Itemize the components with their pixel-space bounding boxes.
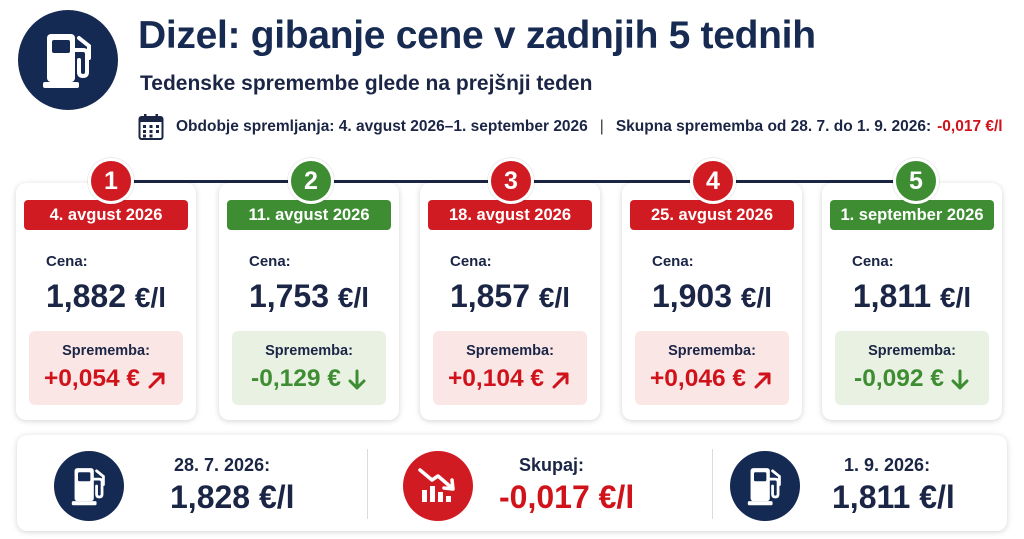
page-title: Dizel: gibanje cene v zadnjih 5 tednih xyxy=(138,14,816,57)
price-label: Cena: xyxy=(450,253,492,270)
arrow-up-right-icon xyxy=(754,372,771,389)
week-change: +0,104 € xyxy=(433,365,587,393)
change-box: Sprememba: +0,046 € xyxy=(635,331,789,405)
start-date-label: 28. 7. 2026: xyxy=(174,455,271,475)
change-label: Sprememba: xyxy=(62,343,150,359)
week-number-badge: 2 xyxy=(288,158,334,204)
summary-divider xyxy=(712,449,713,519)
period-line: Obdobje spremljanja: 4. avgust 2026–1. s… xyxy=(138,112,1003,142)
period-label: Obdobje spremljanja: 4. avgust 2026–1. s… xyxy=(176,118,588,135)
week-date: 1. september 2026 xyxy=(830,200,994,230)
arrow-up-right-icon xyxy=(552,372,569,389)
week-date: 25. avgust 2026 xyxy=(630,200,794,230)
price-decrease-chart-icon xyxy=(403,451,473,521)
fuel-pump-icon xyxy=(730,451,800,521)
change-label: Sprememba: xyxy=(668,343,756,359)
week-price: 1,857 €/l xyxy=(449,278,571,314)
total-change-label: Skupna sprememba od 28. 7. do 1. 9. 2026… xyxy=(615,118,932,135)
week-price: 1,753 €/l xyxy=(248,278,370,314)
week-card: 11. avgust 2026 Cena: 1,753 €/l Sprememba: -… xyxy=(219,183,399,420)
price-label: Cena: xyxy=(852,253,894,270)
week-price: 1,811 €/l xyxy=(852,278,972,314)
arrow-down-icon xyxy=(951,369,969,390)
total-label: Skupaj: xyxy=(519,455,585,475)
change-box: Sprememba: +0,104 € xyxy=(433,331,587,405)
total-value: -0,017 €/l xyxy=(499,479,635,515)
end-price: 1,811 €/l xyxy=(832,479,955,515)
price-label: Cena: xyxy=(652,253,694,270)
page-subtitle: Tedenske spremembe glede na prejšnji ted… xyxy=(140,72,593,95)
week-card: 1. september 2026 Cena: 1,811 €/l Sprememba… xyxy=(822,183,1002,420)
arrow-up-right-icon xyxy=(148,372,165,389)
fuel-pump-icon xyxy=(54,451,124,521)
price-label: Cena: xyxy=(46,253,88,270)
week-card: 18. avgust 2026 Cena: 1,857 €/l Sprememba: +… xyxy=(420,183,600,420)
week-change: -0,129 € xyxy=(232,365,386,393)
week-change: +0,054 € xyxy=(29,365,183,393)
end-date-label: 1. 9. 2026: xyxy=(844,455,931,475)
summary-divider xyxy=(367,449,368,519)
week-number-badge: 1 xyxy=(88,158,134,204)
change-label: Sprememba: xyxy=(466,343,554,359)
week-number-badge: 3 xyxy=(488,158,534,204)
calendar-icon xyxy=(138,114,164,140)
total-change-value: -0,017 €/l xyxy=(937,118,1003,135)
week-date: 18. avgust 2026 xyxy=(428,200,592,230)
week-card: 4. avgust 2026 Cena: 1,882 €/l Sprememba: +0… xyxy=(16,183,196,420)
price-label: Cena: xyxy=(249,253,291,270)
change-box: Sprememba: -0,129 € xyxy=(232,331,386,405)
summary-bar: 28. 7. 2026: 1,828 €/l Skupaj: -0,017 €/… xyxy=(17,435,1007,531)
week-change: -0,092 € xyxy=(835,365,989,393)
period-separator: | xyxy=(599,118,604,135)
week-number-badge: 5 xyxy=(893,158,939,204)
arrow-down-icon xyxy=(348,369,366,390)
start-price: 1,828 €/l xyxy=(170,479,295,515)
week-change: +0,046 € xyxy=(635,365,789,393)
fuel-pump-icon xyxy=(18,10,118,110)
change-label: Sprememba: xyxy=(265,343,353,359)
week-price: 1,903 €/l xyxy=(651,278,773,314)
change-box: Sprememba: +0,054 € xyxy=(29,331,183,405)
week-price: 1,882 €/l xyxy=(45,278,167,314)
change-label: Sprememba: xyxy=(868,343,956,359)
week-card: 25. avgust 2026 Cena: 1,903 €/l Sprememba: +… xyxy=(622,183,802,420)
week-date: 4. avgust 2026 xyxy=(24,200,188,230)
week-date: 11. avgust 2026 xyxy=(227,200,391,230)
change-box: Sprememba: -0,092 € xyxy=(835,331,989,405)
week-number-badge: 4 xyxy=(690,158,736,204)
